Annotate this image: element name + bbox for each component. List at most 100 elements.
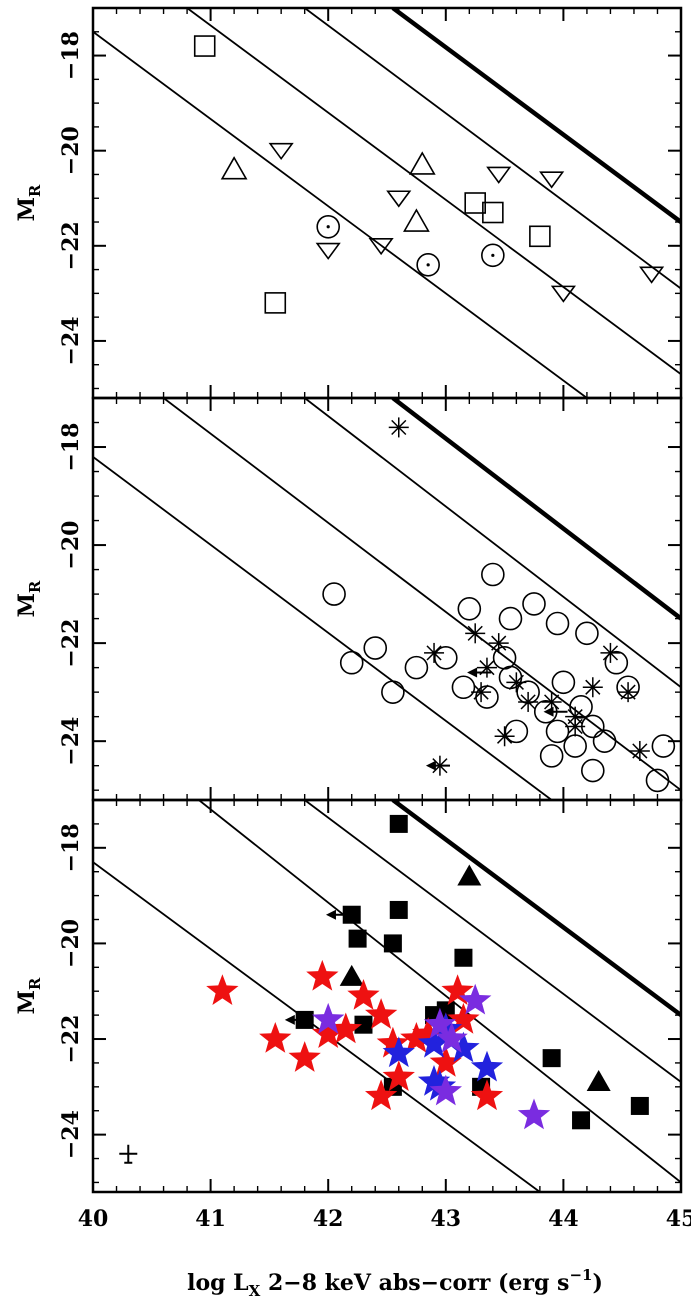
- middle-open-circle-point-3: [339, 650, 364, 675]
- middle-open-circle-point-1: [322, 582, 346, 606]
- middle-asterisk-point-1: [388, 417, 409, 438]
- bottom-filled-square-point-2: [342, 905, 361, 924]
- middle-open-circle-point-26: [580, 758, 605, 783]
- middle-asterisk-point-13: [618, 682, 639, 703]
- top-open-square-point-1: [193, 35, 216, 57]
- bottom-purple-star-point-2: [459, 983, 492, 1015]
- x-tick-label: 45: [666, 1206, 691, 1232]
- middle-open-circle-point-9: [498, 606, 523, 631]
- middle-left-arrow-point-3: [543, 706, 568, 717]
- top-series-open-triangle-up: [220, 151, 436, 232]
- middle-asterisk-point-15: [565, 716, 586, 737]
- top-ref-line-1: [93, 31, 588, 398]
- middle-open-circle-point-24: [539, 744, 564, 768]
- top-circle-dot-point-1: [316, 214, 341, 239]
- bottom-y-tick-label: −20: [58, 919, 84, 968]
- middle-series-asterisk: [388, 417, 650, 776]
- top-open-square-point-5: [529, 225, 551, 248]
- middle-ref-line-3: [304, 398, 681, 688]
- bottom-y-tick-label: −24: [58, 1110, 84, 1159]
- middle-ref-line-1: [93, 456, 553, 800]
- bottom-filled-square-point-4: [383, 934, 402, 953]
- bottom-blue-star-point-7: [423, 1069, 457, 1101]
- middle-asterisk-point-17: [424, 642, 445, 663]
- top-open-triangle-up-point-3: [403, 208, 430, 232]
- bottom-purple-star-point-6: [517, 1098, 551, 1130]
- bottom-error-bar-point-1: [119, 1144, 138, 1164]
- bottom-purple-star-point-5: [429, 1074, 462, 1106]
- bottom-filled-square-point-6: [454, 948, 473, 967]
- bottom-red-star-point-10: [365, 1079, 398, 1111]
- x-tick-label: 43: [430, 1206, 461, 1232]
- top-open-triangle-up-point-1: [220, 156, 248, 180]
- bottom-red-star-point-9: [376, 1026, 409, 1058]
- bottom-red-star-point-14: [441, 974, 474, 1005]
- middle-ref-line-2: [163, 398, 681, 791]
- middle-panel-frame: [91, 396, 683, 802]
- middle-asterisk-point-14: [629, 740, 650, 761]
- bottom-blue-star-point-5: [470, 1050, 504, 1082]
- bottom-blue-star-point-1: [382, 1036, 415, 1068]
- middle-left-arrow-point-1: [467, 667, 492, 678]
- top-open-triangle-down-point-5: [486, 166, 512, 184]
- top-open-triangle-down-point-4: [368, 238, 394, 256]
- middle-open-circle-point-6: [433, 646, 458, 670]
- bottom-filled-square-point-10: [542, 1049, 561, 1068]
- bottom-ref-line-3: [304, 800, 681, 1083]
- middle-open-circle-point-31: [575, 621, 599, 646]
- top-y-tick-label: −20: [58, 126, 84, 175]
- x-tick-label: 44: [548, 1206, 579, 1232]
- bottom-red-star-point-5: [306, 959, 339, 991]
- bottom-left-arrow-point-1: [325, 909, 350, 920]
- top-open-triangle-down-point-7: [550, 285, 576, 303]
- bottom-ref-line-2: [198, 800, 681, 1184]
- bottom-red-star-point-17: [470, 1079, 504, 1111]
- bottom-ref-line-4: [391, 800, 681, 1017]
- middle-asterisk-point-6: [518, 691, 539, 712]
- bottom-filled-square-point-13: [630, 1096, 649, 1115]
- middle-asterisk-point-11: [582, 677, 603, 698]
- bottom-y-axis-label: MR: [14, 977, 44, 1014]
- middle-open-circle-point-15: [504, 719, 529, 744]
- panel-middle: −18 −20 −22 −24 MR: [14, 396, 683, 802]
- middle-left-arrow-point-2: [425, 760, 450, 771]
- bottom-series-left-arrow: [284, 909, 350, 1025]
- middle-y-tick-label: −18: [58, 422, 84, 471]
- bottom-y-tick-label: −18: [58, 823, 84, 872]
- middle-y-axis-label: MR: [14, 580, 44, 617]
- bottom-filled-square-point-5: [348, 929, 367, 948]
- middle-open-circle-point-30: [645, 768, 670, 793]
- bottom-red-star-point-12: [412, 1017, 445, 1048]
- top-ref-line-4: [391, 8, 681, 224]
- middle-asterisk-point-2: [465, 623, 486, 644]
- middle-open-circle-point-23: [451, 675, 476, 700]
- middle-y-tick-label: −20: [58, 521, 84, 570]
- middle-open-circle-point-8: [481, 562, 505, 587]
- middle-open-circle-point-7: [457, 597, 482, 621]
- bottom-red-star-point-1: [206, 974, 239, 1005]
- middle-open-circle-point-25: [563, 734, 587, 758]
- top-open-triangle-down-point-1: [268, 142, 294, 161]
- bottom-filled-triangle-up-point-1: [457, 864, 482, 886]
- bottom-series-error-bar: [119, 1144, 138, 1164]
- bottom-purple-star-point-4: [435, 1022, 468, 1053]
- middle-open-circle-point-19: [604, 650, 629, 675]
- middle-open-circle-point-20: [551, 670, 576, 695]
- middle-y-tick-label: −24: [58, 717, 84, 766]
- top-y-axis-label: MR: [14, 184, 44, 221]
- top-ref-line-3: [304, 8, 681, 290]
- bottom-blue-star-point-4: [447, 1031, 480, 1063]
- top-y-tick-label: −22: [58, 221, 84, 270]
- bottom-panel-frame: [91, 798, 683, 1194]
- bottom-filled-square-point-8: [354, 1015, 373, 1034]
- top-circle-dot-point-3: [481, 243, 505, 268]
- middle-asterisk-point-3: [488, 633, 509, 654]
- bottom-red-star-point-3: [288, 1041, 321, 1072]
- bottom-series-filled-triangle-up: [339, 864, 611, 1092]
- middle-series-left-arrow: [425, 667, 568, 771]
- top-open-square-point-2: [264, 292, 287, 314]
- middle-asterisk-point-7: [471, 682, 492, 703]
- top-open-triangle-down-point-8: [639, 266, 665, 284]
- top-y-tick-label: −18: [58, 31, 84, 80]
